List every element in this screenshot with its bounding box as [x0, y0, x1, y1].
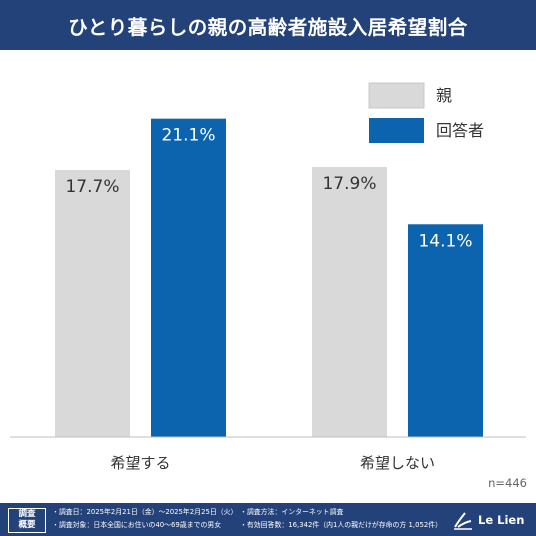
bar-respondent — [151, 118, 226, 437]
chart-title: ひとり暮らしの親の高齢者施設入居希望割合 — [0, 0, 536, 50]
bar-value-label: 14.1% — [418, 231, 472, 251]
brand-name: Le Lien — [478, 513, 525, 527]
survey-notes-left: ・調査日：2025年2月21日（金）〜2025年2月25日（火） ・調査対象：日… — [52, 506, 237, 532]
bars-group: 17.7% 21.1% 17.9% 14.1% — [55, 118, 483, 437]
survey-responses: ・有効回答数：16,342件（内1人の親だけが存命の方 1,052件） — [240, 521, 443, 529]
brand-mark-icon — [454, 512, 472, 530]
bar-parent — [312, 166, 387, 437]
brand-logo: Le Lien — [452, 510, 524, 530]
legend-label: 親 — [436, 86, 452, 105]
x-tick-label: 希望しない — [360, 454, 435, 472]
x-tick-label: 希望する — [110, 454, 170, 472]
bar-value-label: 17.7% — [65, 177, 119, 197]
legend-swatch — [368, 82, 425, 109]
survey-method: ・調査方法：インターネット調査 — [240, 508, 344, 516]
sample-size-note: n=446 — [488, 476, 527, 490]
bar-value-label: 21.1% — [161, 126, 215, 146]
bar-value-label: 17.9% — [322, 174, 376, 194]
footer: 調査 概要 ・調査日：2025年2月21日（金）〜2025年2月25日（火） ・… — [0, 503, 536, 536]
survey-notes-right: ・調査方法：インターネット調査 ・有効回答数：16,342件（内1人の親だけが存… — [240, 506, 442, 532]
bar-respondent — [408, 224, 483, 437]
x-tick-labels: 希望する 希望しない — [110, 454, 435, 472]
survey-date: ・調査日：2025年2月21日（金）〜2025年2月25日（火） — [52, 508, 238, 516]
legend-label: 回答者 — [436, 121, 484, 140]
survey-target: ・調査対象：日本全国にお住いの40〜69歳までの男女 — [52, 521, 222, 529]
legend-swatch — [369, 118, 424, 143]
summary-label-line: 調査 — [18, 509, 36, 519]
summary-label-line: 概要 — [18, 520, 36, 530]
bar-parent — [55, 169, 130, 437]
survey-summary-badge: 調査 概要 — [8, 508, 46, 533]
